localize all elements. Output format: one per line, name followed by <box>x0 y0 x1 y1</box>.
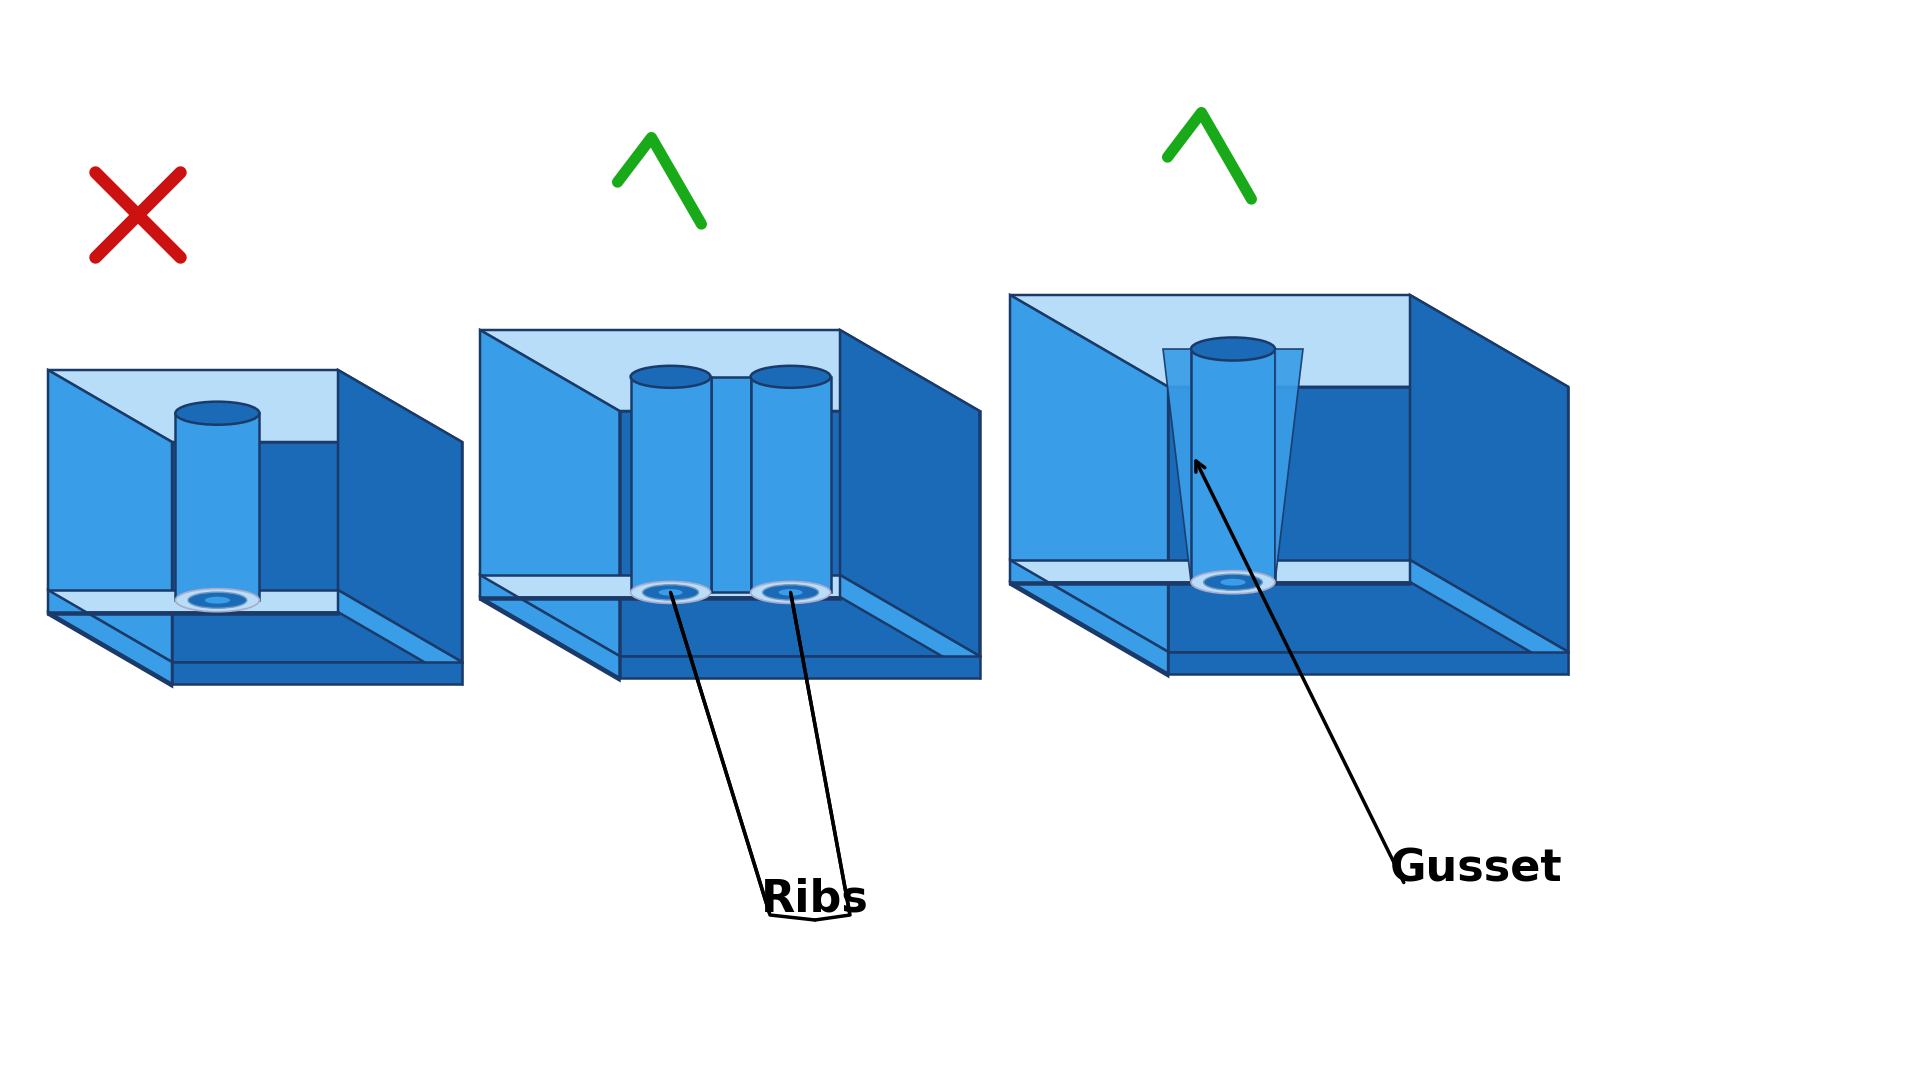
Polygon shape <box>620 411 979 656</box>
Polygon shape <box>480 597 620 680</box>
Polygon shape <box>1010 561 1409 582</box>
Ellipse shape <box>762 584 818 600</box>
Polygon shape <box>841 575 979 678</box>
Polygon shape <box>48 612 173 687</box>
Ellipse shape <box>175 402 259 424</box>
Polygon shape <box>173 442 463 662</box>
Ellipse shape <box>1190 337 1275 361</box>
Polygon shape <box>175 414 259 600</box>
Polygon shape <box>1190 349 1275 582</box>
Polygon shape <box>338 590 463 684</box>
Polygon shape <box>751 377 831 593</box>
Polygon shape <box>480 575 841 597</box>
Ellipse shape <box>1190 570 1275 594</box>
Polygon shape <box>173 662 463 684</box>
Polygon shape <box>1010 582 1409 584</box>
Polygon shape <box>480 575 620 678</box>
Ellipse shape <box>751 366 831 388</box>
Polygon shape <box>480 597 841 599</box>
Ellipse shape <box>1204 575 1263 591</box>
Polygon shape <box>1275 349 1304 582</box>
Text: Gusset: Gusset <box>1390 847 1563 890</box>
Polygon shape <box>630 377 710 593</box>
Polygon shape <box>48 590 338 612</box>
Ellipse shape <box>630 366 710 388</box>
Polygon shape <box>1010 561 1167 674</box>
Ellipse shape <box>175 589 259 611</box>
Polygon shape <box>710 377 751 593</box>
Polygon shape <box>1409 295 1569 652</box>
Polygon shape <box>1167 652 1569 674</box>
Polygon shape <box>841 330 979 656</box>
Ellipse shape <box>205 597 230 604</box>
Ellipse shape <box>1221 579 1246 585</box>
Ellipse shape <box>643 584 699 600</box>
Ellipse shape <box>751 581 831 604</box>
Polygon shape <box>338 370 463 662</box>
Ellipse shape <box>188 592 248 608</box>
Polygon shape <box>480 330 979 411</box>
Text: Ribs: Ribs <box>760 877 870 920</box>
Polygon shape <box>620 656 979 678</box>
Ellipse shape <box>780 589 803 596</box>
Ellipse shape <box>630 581 710 604</box>
Ellipse shape <box>659 589 684 596</box>
Polygon shape <box>1010 582 1167 676</box>
Polygon shape <box>1010 295 1167 652</box>
Polygon shape <box>48 370 173 662</box>
Polygon shape <box>1409 561 1569 674</box>
Polygon shape <box>1010 295 1569 387</box>
Polygon shape <box>1164 349 1190 582</box>
Polygon shape <box>480 330 620 656</box>
Polygon shape <box>48 370 463 442</box>
Polygon shape <box>48 590 173 684</box>
Polygon shape <box>1167 387 1569 652</box>
Polygon shape <box>48 612 338 615</box>
